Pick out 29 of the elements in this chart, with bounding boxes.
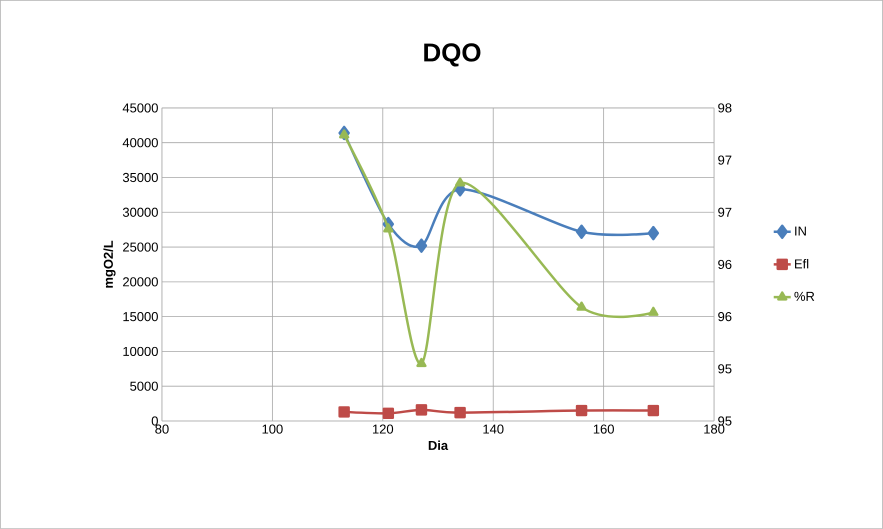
x-axis-title: Dia [428, 440, 448, 450]
y2-tick-label: 97 [718, 208, 732, 217]
legend-label: Efl [795, 259, 808, 268]
y-tick-label: 35000 [122, 172, 158, 182]
chart-title: DQO [424, 43, 480, 67]
y-tick-label: 5000 [130, 382, 158, 391]
x-tick-label: 100 [262, 424, 283, 434]
y-tick-label: 40000 [122, 138, 158, 148]
y2-tick-label: 97 [718, 156, 732, 165]
y-axis-title: mgO2/L [103, 240, 116, 288]
y-tick-label: 30000 [122, 208, 158, 217]
x-tick-label: 80 [155, 424, 169, 434]
y-tick-label: 45000 [122, 103, 158, 113]
x-tick-label: 180 [704, 424, 724, 434]
y-tick-label: 0 [152, 416, 158, 426]
y2-tick-label: 96 [718, 260, 732, 270]
y2-tick-label: 96 [718, 312, 732, 322]
x-tick-label: 140 [483, 424, 504, 434]
y2-tick-label: 95 [718, 416, 732, 426]
y2-tick-label: 95 [718, 364, 732, 374]
y-tick-label: 10000 [123, 346, 158, 356]
y-tick-label: 25000 [123, 242, 158, 252]
x-tick-label: 120 [372, 424, 394, 434]
legend-label: IN [795, 226, 806, 236]
y-tick-label: 20000 [123, 277, 158, 286]
y-tick-label: 15000 [123, 312, 158, 322]
legend-label: %R [794, 292, 814, 301]
y2-tick-label: 98 [718, 103, 732, 113]
x-tick-label: 160 [594, 424, 614, 434]
